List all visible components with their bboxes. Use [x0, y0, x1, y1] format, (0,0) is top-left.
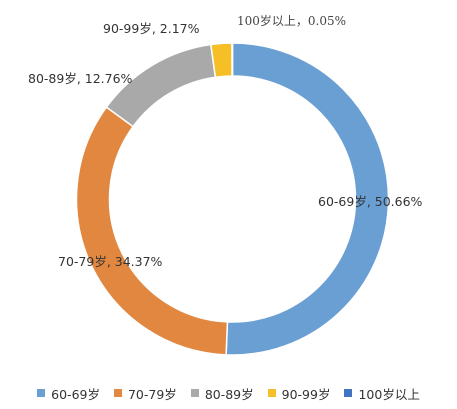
legend-label: 70-79岁	[127, 386, 177, 402]
legend-label: 90-99岁	[281, 386, 331, 402]
legend-label: 100岁以上	[358, 386, 420, 402]
slice-70-79[interactable]	[75, 106, 229, 356]
legend-swatch	[37, 389, 46, 397]
label-70-79: 70-79岁, 34.37%	[58, 254, 163, 269]
legend-swatch	[267, 389, 276, 397]
legend-label: 80-89岁	[204, 386, 254, 402]
label-90-99: 90-99岁, 2.17%	[103, 21, 200, 36]
donut-slices	[75, 42, 390, 356]
label-100-plus: 100岁以上，0.05%	[237, 13, 346, 28]
legend-item-100-plus[interactable]: 100岁以上	[344, 384, 420, 403]
legend-label: 60-69岁	[51, 386, 100, 402]
legend-item-60-69[interactable]: 60-69岁	[37, 384, 100, 403]
legend-item-80-89[interactable]: 80-89岁	[190, 384, 254, 403]
legend-swatch	[190, 389, 199, 397]
slice-90-99[interactable]	[209, 42, 233, 79]
label-60-69: 60-69岁, 50.66%	[318, 194, 423, 209]
legend-item-90-99[interactable]: 90-99岁	[267, 384, 331, 403]
legend-swatch	[113, 389, 122, 397]
legend-swatch	[344, 389, 353, 397]
legend-item-70-79[interactable]: 70-79岁	[113, 384, 177, 403]
slice-labels: 60-69岁, 50.66% 70-79岁, 34.37% 80-89岁, 12…	[28, 13, 423, 269]
label-80-89: 80-89岁, 12.76%	[28, 71, 133, 86]
legend: 60-69岁 70-79岁 80-89岁 90-99岁 100岁以上	[0, 384, 457, 402]
slice-60-69[interactable]	[225, 42, 390, 356]
